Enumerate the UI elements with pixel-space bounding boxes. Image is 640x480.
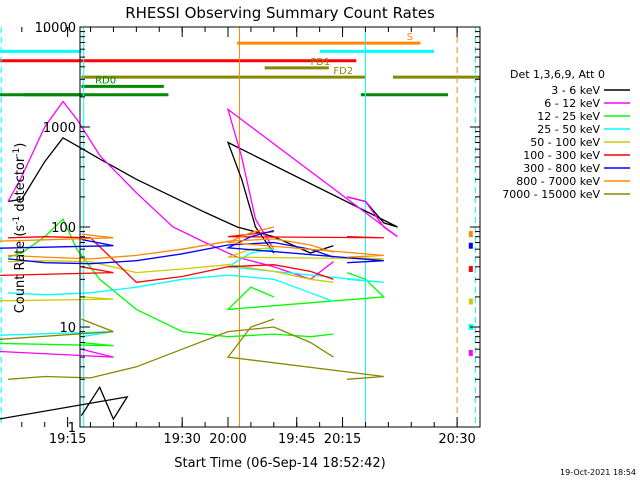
series-line-1-2: [226, 107, 398, 250]
end-marker-0: [468, 349, 473, 356]
series-line-6-0: [0, 238, 114, 249]
chart-title: RHESSI Observing Summary Count Rates: [125, 4, 435, 22]
legend-label-5: 100 - 300 keV: [523, 149, 600, 162]
series-line-8-2: [226, 318, 384, 380]
legend-label-4: 50 - 100 keV: [530, 136, 600, 149]
series-line-0-0: [0, 385, 129, 421]
legend-label-2: 12 - 25 keV: [537, 110, 600, 123]
legend-label-7: 800 - 7000 keV: [516, 175, 600, 188]
y-tick-label-2: 100: [51, 221, 76, 236]
series-line-1-0: [0, 348, 114, 358]
flag-label-fd2: FD2: [333, 66, 353, 77]
series-group: [0, 100, 473, 421]
x-tick-label-5: 20:15: [324, 432, 361, 447]
series-line-4-1: [8, 260, 334, 283]
legend-title: Det 1,3,6,9, Att 0: [510, 68, 605, 81]
end-marker-5: [468, 242, 473, 249]
y-axis-label-main: Count Rate (s: [13, 225, 28, 314]
footer-timestamp: 19-Oct-2021 18:54: [560, 468, 636, 477]
series-line-2-0: [0, 341, 114, 347]
y-axis-label-sup1: -1: [12, 216, 22, 225]
legend-label-8: 7000 - 15000 keV: [502, 188, 600, 201]
series-line-6-2: [225, 229, 384, 264]
legend-label-1: 6 - 12 keV: [544, 97, 600, 110]
series-line-7-1: [8, 238, 334, 260]
series-line-8-1: [8, 326, 334, 380]
series-line-5-0: [0, 266, 114, 277]
flag-label-fd1: FD1: [310, 57, 330, 68]
x-tick-label-1: 19:15: [49, 432, 86, 447]
series-line-4-0: [0, 296, 114, 302]
series-line-2-2: [226, 271, 386, 311]
legend-label-6: 300 - 800 keV: [523, 162, 600, 175]
series-line-5-2: [227, 230, 384, 239]
series-line-5-1: [8, 236, 334, 283]
flag-label-s: S: [407, 32, 413, 43]
y-axis-label-sup2: -1: [12, 148, 22, 157]
series-line-1-1: [7, 100, 334, 281]
series-line-7-2: [227, 226, 384, 258]
series-line-4-2: [227, 247, 384, 260]
series-line-8-0: [0, 318, 114, 340]
y-tick-label-1: 10: [59, 321, 76, 336]
flag-label-rd0: RD0: [95, 75, 116, 86]
x-tick-label-3: 19:45: [278, 432, 315, 447]
end-marker-3: [468, 298, 473, 305]
end-marker-6: [468, 231, 473, 238]
axes: 11010010001000019:0019:1519:3019:4520:00…: [21, 21, 481, 447]
series-line-3-0: [0, 330, 114, 338]
y-tick-label-0: 1: [68, 421, 76, 436]
end-marker-4: [468, 266, 473, 273]
x-tick-label-4: 20:00: [209, 432, 246, 447]
series-line-7-0: [0, 233, 114, 242]
legend-label-0: 3 - 6 keV: [551, 84, 600, 97]
y-tick-label-3: 1000: [43, 121, 76, 136]
legend-label-3: 25 - 50 keV: [537, 123, 600, 136]
y-axis-label: Count Rate (s-1 detector-1): [12, 143, 28, 314]
x-axis-label: Start Time (06-Sep-14 18:52:42): [174, 456, 385, 471]
series-line-3-1: [8, 274, 334, 303]
flag-bars: NSFFD1FD2RD0RD6: [0, 32, 480, 97]
y-tick-label-4: 10000: [35, 21, 76, 36]
y-axis-label-end: ): [13, 143, 28, 148]
x-tick-label-2: 19:30: [163, 432, 200, 447]
series-line-6-1: [8, 241, 334, 265]
y-axis-label-mid: detector: [13, 156, 28, 216]
x-tick-label-6: 20:30: [438, 432, 475, 447]
